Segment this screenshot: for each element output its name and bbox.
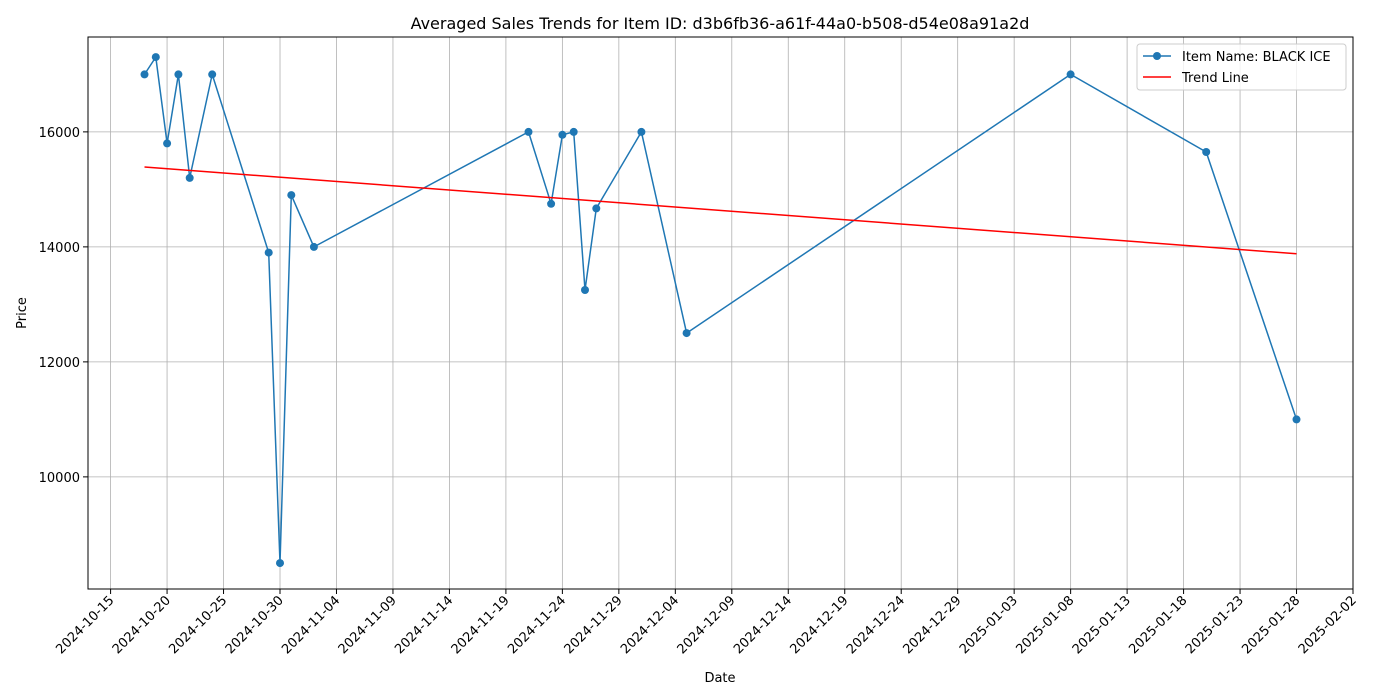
data-point [524,127,533,136]
data-point [287,191,296,200]
x-axis-title: Date [704,671,735,686]
data-point [547,199,556,208]
y-tick-label: 16000 [39,126,80,141]
data-point [264,248,273,257]
data-point [309,242,318,251]
data-point [276,559,284,568]
y-tick-label: 10000 [39,471,80,486]
data-point [569,127,578,136]
legend-label-item: Item Name: BLACK ICE [1182,50,1331,65]
data-point [1066,70,1075,79]
series-layer [140,53,1301,568]
trend-line [144,166,1297,255]
chart-title: Averaged Sales Trends for Item ID: d3b6f… [411,14,1030,33]
data-point [1292,415,1301,424]
data-point [140,70,149,79]
legend-swatch-marker-item [1153,52,1161,60]
data-point [163,139,172,148]
data-point [581,286,589,294]
data-point [185,173,194,182]
data-point [637,127,646,136]
data-point [592,204,601,213]
data-point [1202,148,1211,156]
plot-area-frame [87,36,1354,590]
data-point [558,130,567,139]
y-axis-title: Price [15,297,30,329]
data-point [174,70,183,79]
y-axis: 10000 12000 14000 16000 [39,126,88,486]
legend: Item Name: BLACK ICE Trend Line [1136,43,1347,91]
y-tick-label: 12000 [39,356,80,371]
y-tick-label: 14000 [39,241,80,256]
data-point [208,70,217,79]
legend-box [1136,43,1347,91]
data-point [151,53,160,62]
legend-label-trend: Trend Line [1181,71,1249,86]
data-point [682,329,691,338]
